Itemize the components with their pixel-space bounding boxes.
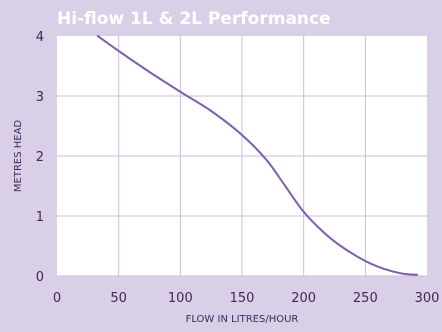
series-layer: [96, 35, 419, 276]
y-tick-label: 3: [36, 90, 44, 105]
y-tick-label: 2: [36, 150, 44, 165]
chart-title: Hi-flow 1L & 2L Performance: [57, 9, 331, 29]
y-tick-label: 0: [36, 270, 44, 285]
x-tick-label: 200: [291, 291, 316, 306]
x-tick-label: 0: [53, 291, 61, 306]
x-axis-label: FLOW IN LITRES/HOUR: [186, 314, 299, 325]
x-tick-label: 100: [168, 291, 193, 306]
y-tick-labels: 0 1 2 3 4: [36, 30, 44, 285]
y-tick-label: 4: [36, 30, 44, 45]
x-tick-labels: 0 50 100 150 200 250 300: [53, 291, 440, 306]
x-tick-label: 250: [353, 291, 378, 306]
y-tick-label: 1: [36, 210, 44, 225]
grid: [57, 36, 427, 277]
y-axis-label: METRES HEAD: [13, 120, 24, 193]
x-tick-label: 150: [230, 291, 255, 306]
performance-curve: [96, 35, 419, 276]
x-tick-label: 300: [415, 291, 440, 306]
x-tick-label: 50: [110, 291, 127, 306]
